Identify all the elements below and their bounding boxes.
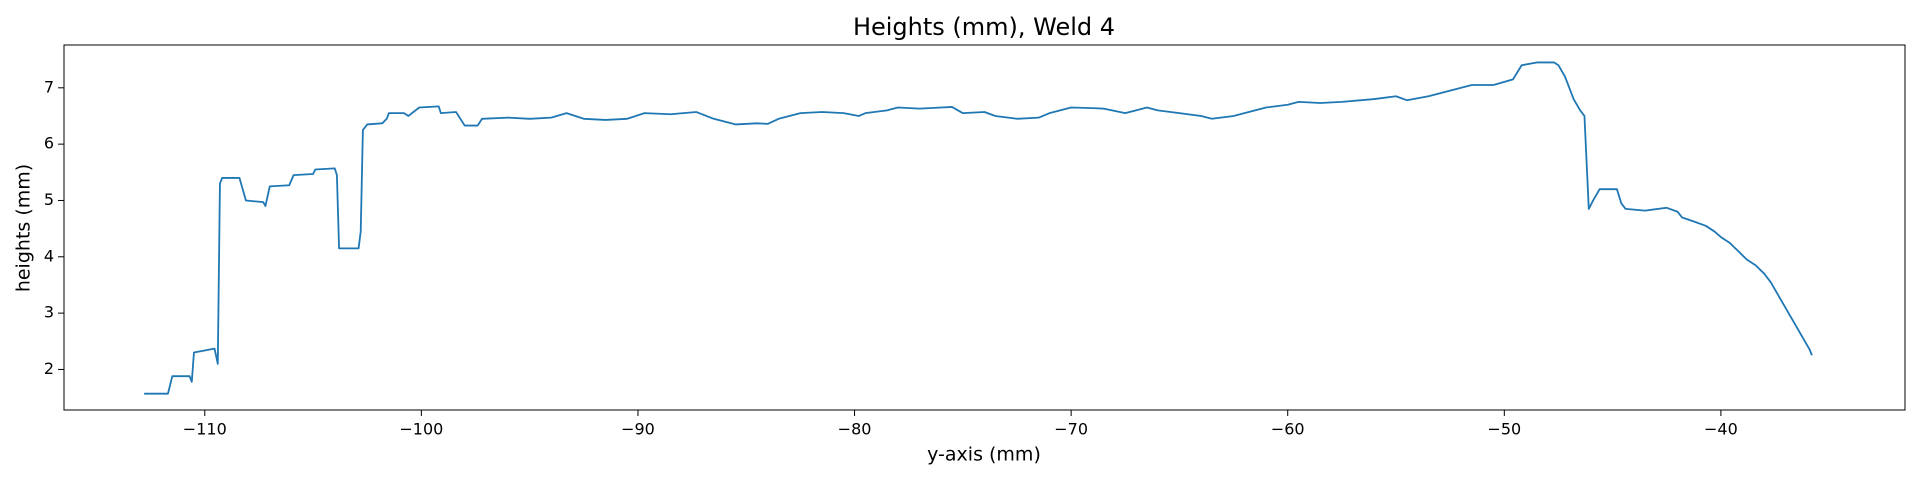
x-axis-label: y-axis (mm) (927, 444, 1041, 466)
y-axis-label: heights (mm) (13, 164, 35, 292)
y-tick-label: 7 (44, 77, 54, 96)
x-tick-label: −80 (838, 420, 872, 439)
x-tick-label: −70 (1054, 420, 1088, 439)
y-tick-label: 2 (44, 359, 54, 378)
x-tick-label: −60 (1271, 420, 1305, 439)
x-tick-label: −40 (1704, 420, 1738, 439)
chart-title: Heights (mm), Weld 4 (853, 13, 1115, 41)
data-line (144, 61, 1813, 395)
x-tick-label: −110 (183, 420, 227, 439)
plot-frame (63, 44, 1906, 411)
y-tick-label: 4 (44, 246, 54, 265)
y-tick-label: 3 (44, 303, 54, 322)
y-tick-label: 5 (44, 190, 54, 209)
x-tick-label: −90 (621, 420, 655, 439)
y-tick-label: 6 (44, 134, 54, 153)
x-tick-label: −50 (1487, 420, 1521, 439)
x-tick-label: −100 (399, 420, 443, 439)
